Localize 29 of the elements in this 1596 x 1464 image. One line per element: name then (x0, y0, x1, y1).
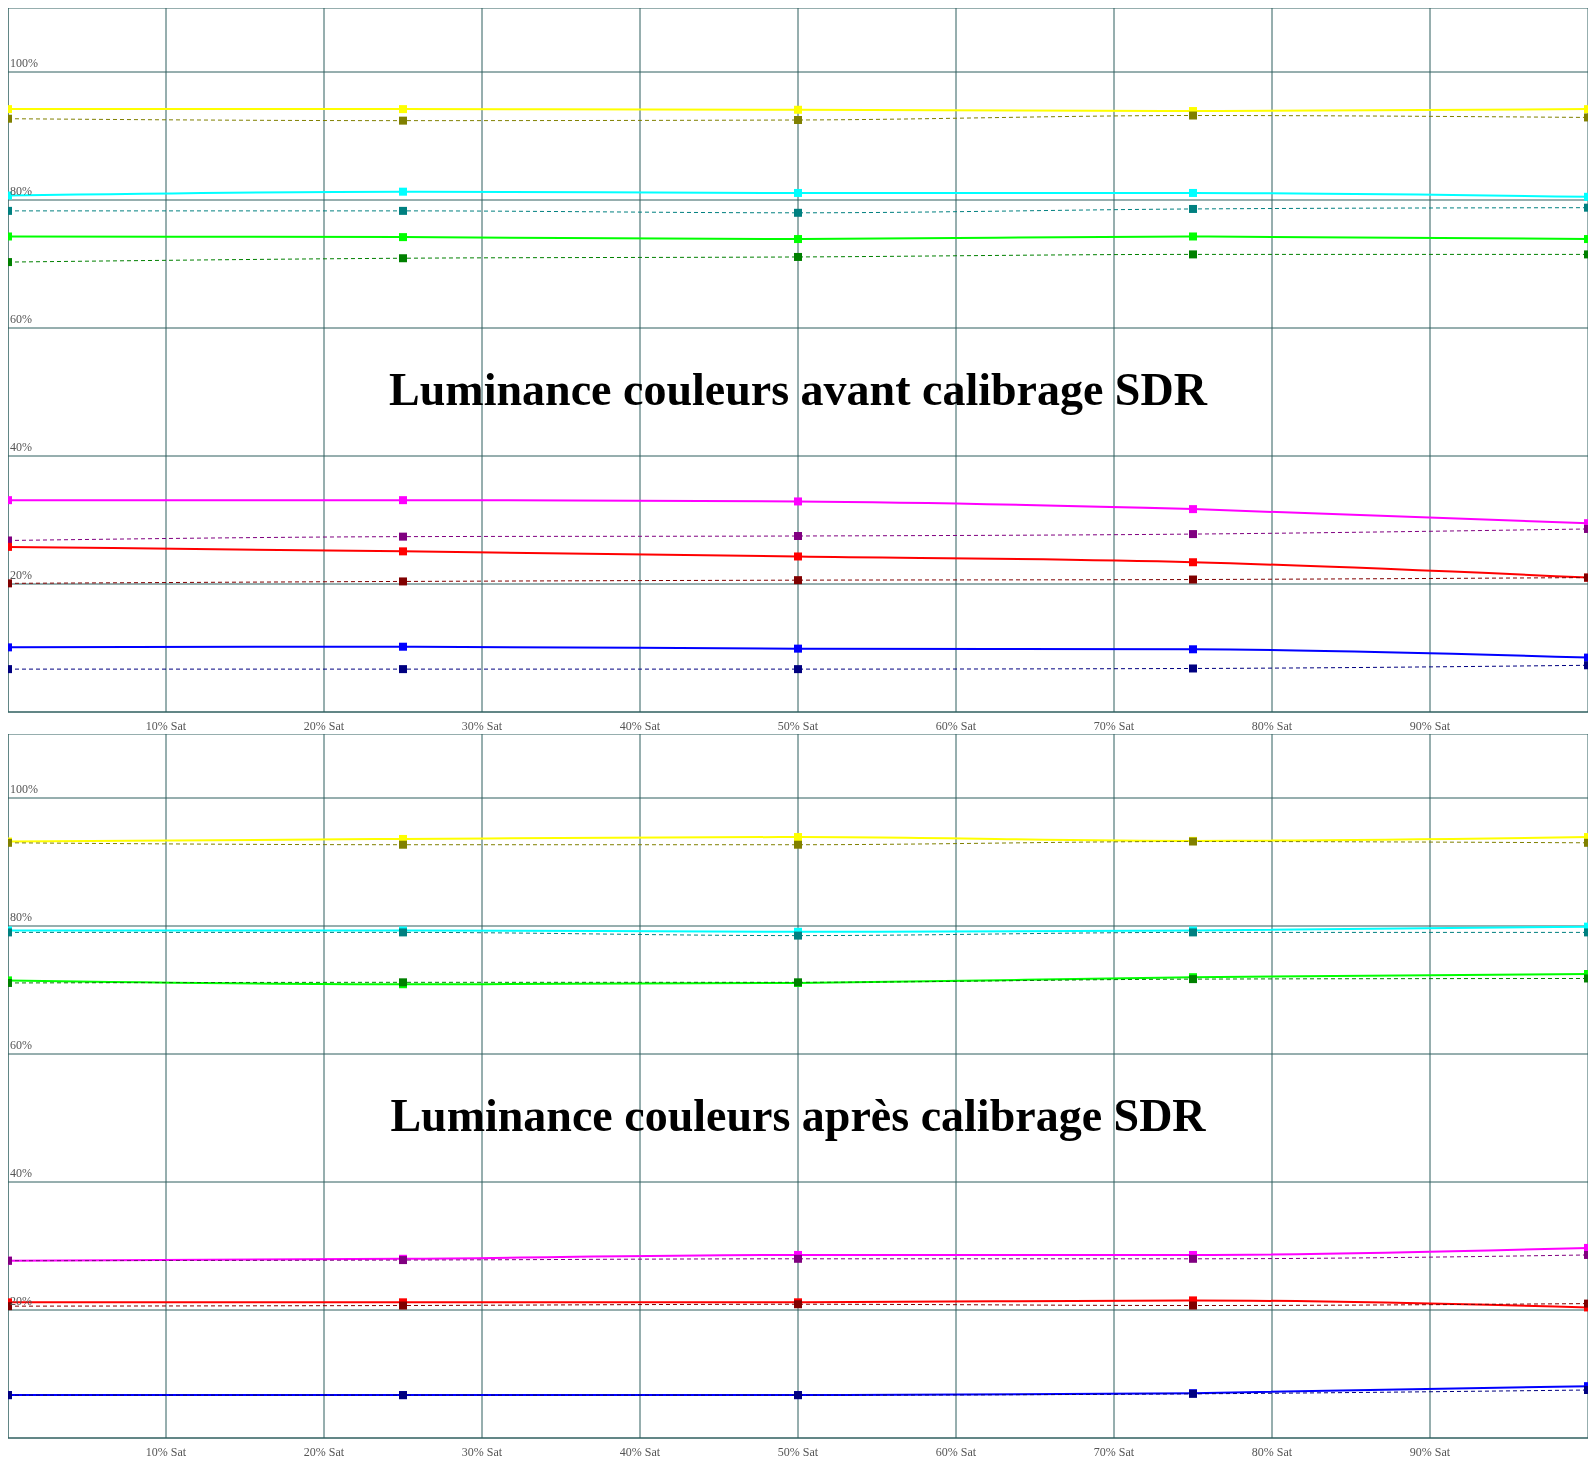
x-tick-label: 70% Sat (1093, 719, 1135, 733)
x-tick-label: 30% Sat (461, 719, 503, 733)
x-tick-label: 60% Sat (935, 719, 977, 733)
x-tick-label: 50% Sat (777, 1445, 819, 1459)
x-tick-label: 20% Sat (303, 1445, 345, 1459)
y-tick-label: 80% (10, 909, 32, 924)
x-tick-label: 60% Sat (935, 1445, 977, 1459)
y-tick-label: 40% (10, 1165, 32, 1180)
x-tick-label: 80% Sat (1251, 1445, 1293, 1459)
y-tick-label: 80% (10, 183, 32, 198)
text: Luminance couleurs après calibrage SDR (389, 1089, 1207, 1142)
y-tick-label: 60% (10, 311, 32, 326)
y-tick-label: 100% (10, 55, 38, 70)
text: Luminance couleurs avant calibrage SDR (388, 363, 1209, 416)
x-tick-label: 40% Sat (619, 719, 661, 733)
x-tick-label: 90% Sat (1409, 1445, 1451, 1459)
y-tick-label: 20% (10, 567, 32, 582)
x-tick-label: 10% Sat (145, 1445, 187, 1459)
x-tick-label: 50% Sat (777, 719, 819, 733)
x-tick-label: 70% Sat (1093, 1445, 1135, 1459)
y-tick-label: 40% (10, 439, 32, 454)
x-tick-label: 20% Sat (303, 719, 345, 733)
y-tick-label: 100% (10, 781, 38, 796)
x-tick-label: 30% Sat (461, 1445, 503, 1459)
x-tick-label: 90% Sat (1409, 719, 1451, 733)
x-tick-label: 40% Sat (619, 1445, 661, 1459)
x-tick-label: 80% Sat (1251, 719, 1293, 733)
y-tick-label: 60% (10, 1037, 32, 1052)
x-tick-label: 10% Sat (145, 719, 187, 733)
